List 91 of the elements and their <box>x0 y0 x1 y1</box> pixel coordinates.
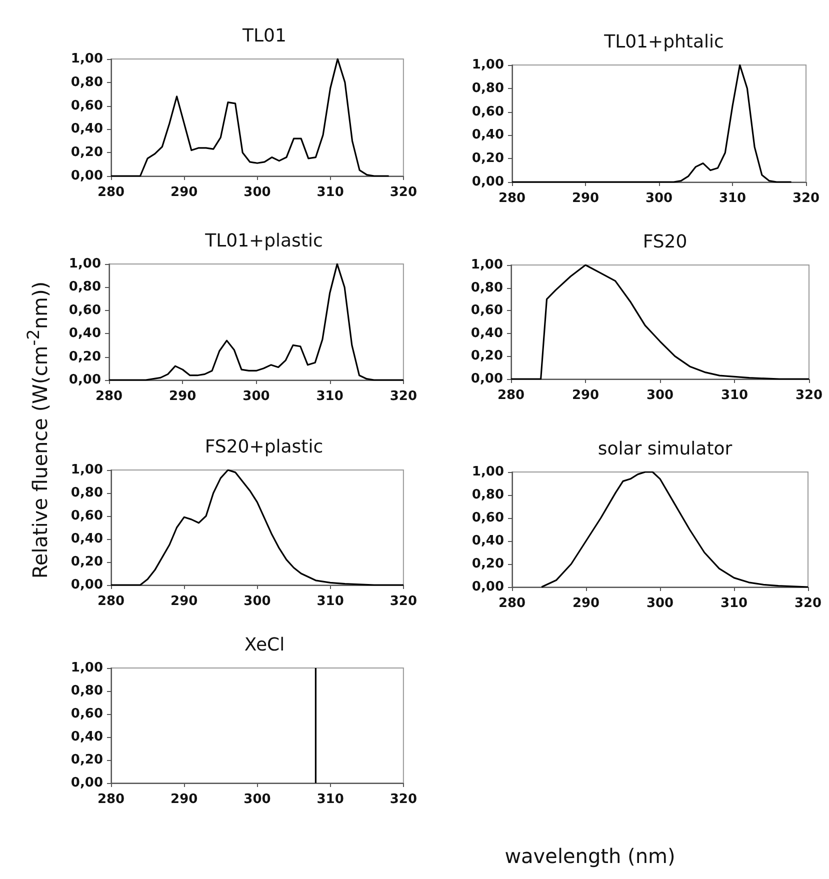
x-tick-label: 290 <box>572 191 600 206</box>
x-tick-label: 290 <box>572 596 600 611</box>
x-tick-label: 310 <box>316 389 344 404</box>
y-tick-label: 0,60 <box>472 104 504 120</box>
x-tick-label: 300 <box>244 792 271 807</box>
line-series <box>110 58 390 177</box>
chart-title: TL01 <box>242 26 286 46</box>
y-tick-label: 0,60 <box>472 510 504 526</box>
y-tick-label: 1,00 <box>68 256 101 272</box>
x-tick-label: 300 <box>645 191 673 206</box>
x-tick-label: 290 <box>170 792 198 807</box>
y-tick-label: 0,40 <box>70 532 103 546</box>
y-tick-label: 0,60 <box>70 706 103 722</box>
chart-title: FS20+plastic <box>204 436 324 458</box>
y-tick-label: 0,20 <box>70 752 103 768</box>
y-tick-label: 0,80 <box>472 488 504 502</box>
y-tick-label: 0,60 <box>70 508 103 524</box>
x-tick-label: 310 <box>720 388 748 403</box>
x-tick-label: 300 <box>242 389 270 404</box>
y-tick-label: 0,60 <box>70 98 103 114</box>
y-tick-label: 0,40 <box>70 730 103 744</box>
x-tick-label: 290 <box>170 185 198 200</box>
x-tick-label: 320 <box>795 388 823 403</box>
y-tick-label: 0,00 <box>70 776 103 790</box>
x-tick-label: 290 <box>572 388 600 403</box>
y-tick-label: 0,60 <box>470 303 503 318</box>
y-tick-label: 1,00 <box>70 462 103 478</box>
line-series <box>510 264 810 380</box>
y-tick-label: 0,40 <box>70 122 103 137</box>
x-axis-title: wavelength (nm) <box>504 844 676 868</box>
x-tick-label: 300 <box>244 185 271 200</box>
y-tick-label: 0,00 <box>68 372 101 388</box>
x-tick-label: 320 <box>390 389 417 404</box>
x-tick-label: 310 <box>316 792 344 807</box>
y-tick-label: 0,00 <box>70 168 103 184</box>
y-tick-label: 0,20 <box>470 348 503 364</box>
x-tick-label: 300 <box>244 594 271 609</box>
y-tick-label: 0,20 <box>472 151 504 166</box>
chart-title: solar simulator <box>598 438 733 460</box>
y-tick-label: 0,80 <box>68 280 101 295</box>
x-tick-label: 280 <box>498 191 526 206</box>
x-tick-label: 300 <box>646 596 674 611</box>
y-tick-label: 0,20 <box>70 145 103 160</box>
x-tick-label: 310 <box>718 191 746 206</box>
x-tick-label: 280 <box>497 388 525 403</box>
x-tick-label: 280 <box>97 594 125 609</box>
x-tick-label: 320 <box>390 185 417 200</box>
y-tick-label: 0,60 <box>68 302 101 318</box>
chart-title: XeCl <box>244 634 285 656</box>
x-tick-label: 310 <box>720 596 748 611</box>
chart-title: TL01+phtalic <box>603 32 724 52</box>
y-tick-label: 0,20 <box>70 554 103 570</box>
y-tick-label: 1,00 <box>472 464 504 480</box>
y-tick-label: 0,40 <box>470 326 503 341</box>
x-tick-label: 310 <box>316 594 344 609</box>
x-tick-label: 320 <box>390 792 417 807</box>
x-tick-label: 300 <box>646 388 674 403</box>
x-tick-label: 280 <box>498 596 526 611</box>
y-tick-label: 0,40 <box>472 534 504 548</box>
y-tick-label: 0,00 <box>70 578 103 592</box>
x-tick-label: 320 <box>792 191 820 206</box>
x-tick-label: 320 <box>390 594 417 609</box>
y-tick-label: 1,00 <box>70 660 103 676</box>
line-series <box>540 471 809 588</box>
y-tick-label: 0,00 <box>472 174 504 190</box>
y-tick-label: 0,80 <box>472 80 504 96</box>
y-tick-label: 0,40 <box>68 326 101 342</box>
y-tick-label: 0,20 <box>68 349 101 364</box>
y-tick-label: 0,20 <box>472 556 504 572</box>
x-tick-label: 290 <box>170 594 198 609</box>
line-series <box>511 64 792 183</box>
x-tick-label: 280 <box>97 185 125 200</box>
y-tick-label: 0,80 <box>70 486 103 500</box>
y-tick-label: 0,00 <box>470 372 503 386</box>
y-tick-label: 0,40 <box>472 128 504 143</box>
y-tick-label: 0,80 <box>470 280 503 296</box>
y-tick-label: 1,00 <box>472 58 504 72</box>
y-tick-label: 1,00 <box>70 52 103 66</box>
y-tick-label: 0,80 <box>70 684 103 698</box>
line-series <box>108 263 404 381</box>
chart-title: FS20 <box>642 232 688 252</box>
x-tick-label: 280 <box>97 792 125 807</box>
line-series <box>110 469 404 586</box>
y-tick-label: 0,00 <box>472 580 504 594</box>
x-tick-label: 290 <box>169 389 196 404</box>
chart-title: TL01+plastic <box>204 230 323 252</box>
x-tick-label: 280 <box>95 389 123 404</box>
x-tick-label: 320 <box>794 596 822 611</box>
x-tick-label: 310 <box>316 185 344 200</box>
y-tick-label: 1,00 <box>470 258 503 272</box>
y-tick-label: 0,80 <box>70 74 103 90</box>
